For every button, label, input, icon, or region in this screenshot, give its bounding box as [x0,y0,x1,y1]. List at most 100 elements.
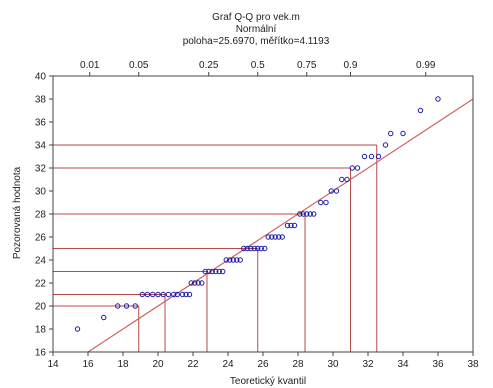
y-tick-label: 16 [35,348,47,359]
data-point [284,222,291,229]
x-tick-label: 24 [222,359,234,370]
data-point [171,291,177,298]
data-point [74,326,81,332]
y-axis-ticks: 16 18 20 22 24 26 28 30 32 34 36 38 40 [35,72,53,359]
top-tick-label: 0.75 [297,60,317,71]
data-point [258,245,264,252]
data-point [101,314,107,321]
y-tick-label: 28 [35,210,47,221]
x-tick-label: 26 [257,359,269,370]
data-point [251,245,257,252]
top-axis-ticks: 0.01 0.05 0.25 0.5 0.75 0.9 0.99 [80,60,436,76]
data-point [150,291,156,298]
data-point [339,176,345,183]
y-tick-label: 22 [35,279,47,290]
top-tick-label: 0.25 [199,60,219,71]
x-tick-label: 16 [82,359,94,370]
data-point [223,257,229,263]
data-point [227,257,233,263]
x-tick-label: 34 [397,359,409,370]
data-point [179,291,186,298]
data-point [206,268,212,275]
x-tick-label: 14 [47,359,59,370]
data-point [115,303,121,309]
data-point [291,222,298,229]
data-point [123,303,130,309]
chart-title-line-1: Graf Q-Q pro vek.m [212,12,300,23]
x-tick-label: 36 [432,359,444,370]
data-point [304,211,310,217]
reference-line [87,98,474,353]
top-tick-label: 0.99 [416,60,436,71]
data-point [382,142,389,148]
y-tick-label: 34 [35,141,47,152]
y-tick-label: 20 [35,302,47,313]
data-points [74,96,441,332]
data-point [297,211,303,217]
data-point [300,211,306,217]
y-tick-label: 40 [35,72,47,83]
x-tick-label: 32 [362,359,374,370]
data-point [262,245,268,252]
x-tick-label: 18 [117,359,129,370]
y-tick-label: 24 [35,256,47,267]
data-point [400,130,406,137]
data-point [213,268,219,275]
data-point [276,234,282,240]
data-point [237,257,243,263]
data-point [155,291,161,298]
data-point [220,268,226,275]
data-point [375,153,382,160]
data-point [183,291,189,298]
x-axis-label: Teoretický kvantil [230,376,306,387]
data-point [323,199,329,206]
data-point [234,257,240,263]
y-axis-label: Pozorovaná hodnota [12,166,23,259]
x-axis-ticks: 14 16 18 20 22 24 26 28 30 32 34 36 38 [47,352,479,370]
data-point [349,165,355,171]
data-point [244,245,250,252]
y-tick-label: 38 [35,95,47,106]
data-point [216,268,222,275]
data-point [241,245,247,252]
x-tick-label: 38 [467,359,479,370]
data-point [202,268,208,275]
data-point [328,188,334,194]
data-point [195,280,201,286]
data-point [307,211,313,217]
data-point [139,291,145,298]
data-point [188,280,194,286]
data-point [311,211,317,217]
data-point [248,245,254,252]
data-point [344,176,350,183]
data-point [199,280,205,286]
data-point [192,280,198,286]
quantile-guides [53,144,378,352]
y-tick-label: 32 [35,164,47,175]
data-point [272,234,278,240]
x-tick-label: 22 [187,359,199,370]
x-tick-label: 20 [152,359,164,370]
top-tick-label: 0.5 [251,60,265,71]
data-point [144,291,151,298]
y-tick-label: 26 [35,233,47,244]
data-point [388,130,394,137]
data-point [354,165,361,171]
x-tick-label: 30 [327,359,339,370]
data-point [361,153,368,160]
reference-line-layer [87,98,474,353]
chart-title-line-2: Normální [236,24,277,35]
y-tick-label: 30 [35,187,47,198]
top-tick-label: 0.05 [129,60,149,71]
y-tick-label: 18 [35,325,47,336]
top-tick-label: 0.01 [80,60,100,71]
data-point [160,291,166,298]
data-point [265,234,271,240]
data-point [288,222,294,229]
data-point [318,199,324,206]
data-point [132,303,138,309]
data-point [435,96,441,102]
data-point [255,245,261,252]
